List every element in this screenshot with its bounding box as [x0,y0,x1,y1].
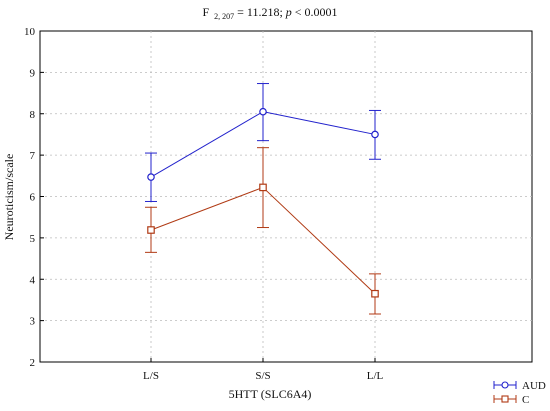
y-tick-label: 5 [30,233,36,245]
title-prefix: F [202,5,209,19]
y-tick-label: 6 [30,192,36,204]
legend-label: AUD [522,380,546,392]
series-group [145,83,381,315]
data-point-circle [147,173,155,181]
data-point-square [147,226,155,234]
x-axis-title: 5HTT (SLC6A4) [229,387,312,401]
title-suffix: < 0.0001 [295,5,338,19]
x-tick-label: L/L [367,370,384,382]
legend-marker-square [501,395,509,403]
data-point-circle [371,130,379,139]
legend: AUD C [493,380,546,406]
title-p-label: p [285,5,292,19]
x-tick-label: L/S [143,370,159,382]
chart-title: F 2, 207 = 11.218; p < 0.0001 [202,5,337,22]
legend-label: C [522,394,529,406]
y-axis-title: Neuroticism/scale [2,154,16,241]
y-tick-label: 7 [30,150,36,162]
legend-marker-circle [501,381,509,389]
data-point-square [259,183,267,192]
x-tick-label: S/S [255,370,270,382]
y-tick-label: 3 [30,316,36,328]
x-axis: L/S S/S L/L [143,358,384,382]
y-tick-label: 9 [30,67,36,79]
y-tick-label: 2 [30,357,36,369]
grid-lines [40,31,532,362]
y-tick-label: 10 [24,26,36,38]
data-point-circle [259,107,267,116]
y-axis: 2 3 4 5 6 7 8 9 10 [24,26,44,369]
y-tick-label: 4 [30,274,36,286]
data-point-square [371,289,379,298]
title-middle: = 11.218; [237,5,286,19]
y-tick-label: 8 [30,109,36,121]
title-subscript: 2, 207 [214,12,234,21]
